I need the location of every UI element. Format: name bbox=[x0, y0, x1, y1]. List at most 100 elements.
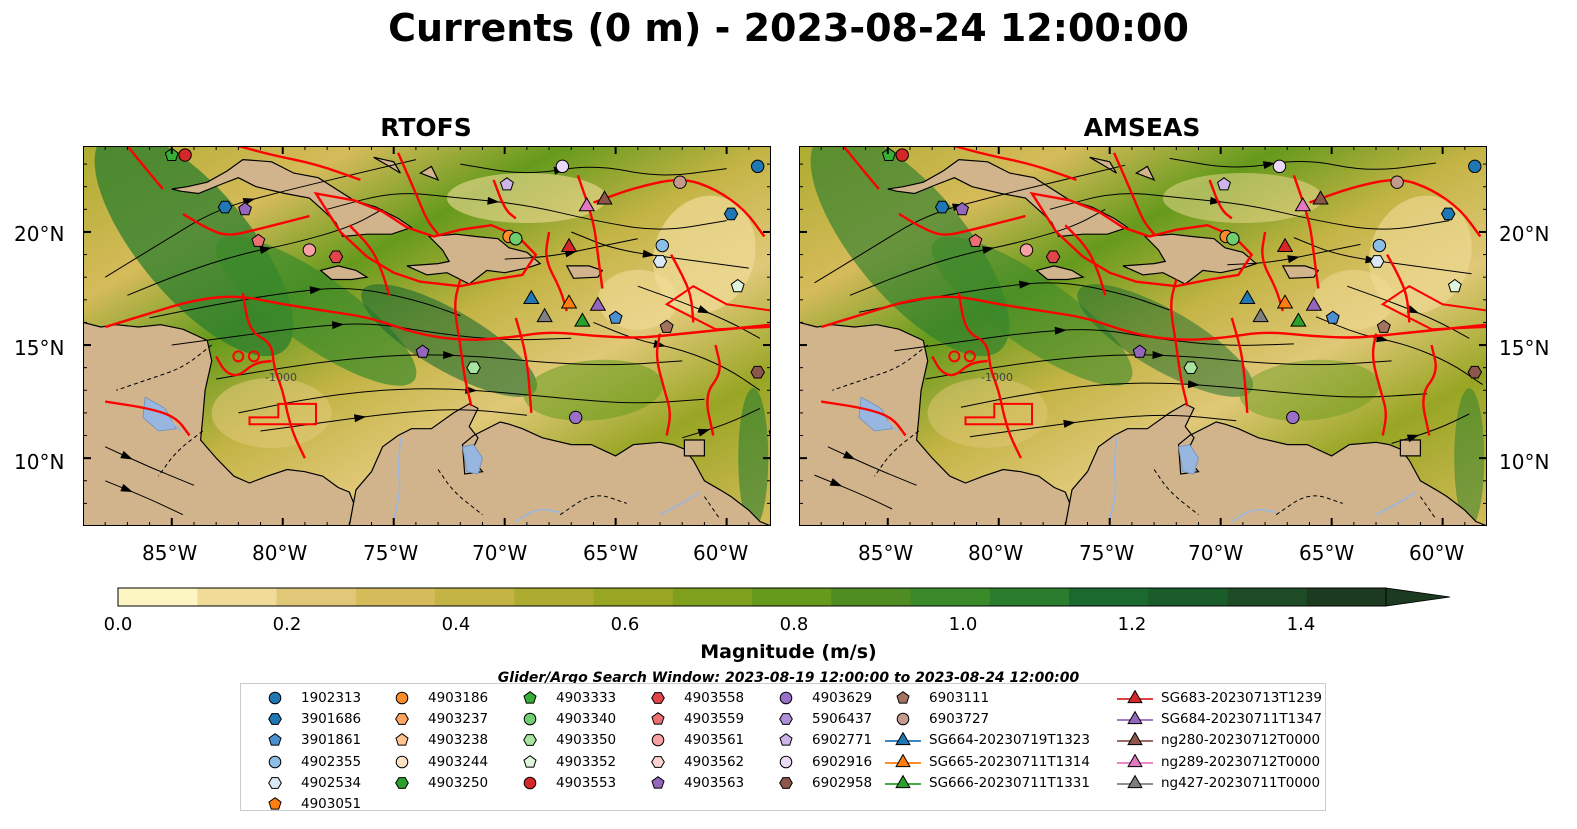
float-marker-3901861[interactable] bbox=[608, 310, 623, 324]
glider-marker-SG684-20230711T1347[interactable] bbox=[589, 296, 607, 311]
float-marker-4902355[interactable] bbox=[655, 238, 669, 253]
glider-marker-SG666-20230711T1331[interactable] bbox=[1290, 312, 1307, 327]
float-marker-6902958[interactable] bbox=[1467, 365, 1483, 379]
legend-glyph[interactable] bbox=[395, 776, 409, 789]
map-panel-rtofs[interactable]: -1000 bbox=[83, 146, 771, 526]
amseas-map[interactable]: -1000 bbox=[799, 146, 1487, 526]
legend-glyph[interactable] bbox=[268, 691, 282, 705]
legend-glyph[interactable] bbox=[268, 797, 282, 810]
float-marker-6902916[interactable] bbox=[1272, 159, 1287, 174]
legend-glyph[interactable] bbox=[268, 713, 282, 726]
legend-glyph[interactable] bbox=[651, 734, 665, 747]
map-panel-amseas[interactable]: -1000 bbox=[799, 146, 1487, 526]
legend-glyph[interactable] bbox=[395, 755, 409, 768]
float-marker-6903727[interactable] bbox=[1390, 175, 1404, 189]
rtofs-map[interactable]: -1000 bbox=[83, 146, 771, 526]
float-marker-3901686[interactable] bbox=[1440, 207, 1456, 221]
float-marker-4903558[interactable] bbox=[328, 250, 344, 264]
float-marker-4902534[interactable] bbox=[652, 255, 668, 268]
float-marker-3901686[interactable] bbox=[934, 200, 950, 214]
legend-glyph[interactable] bbox=[651, 712, 665, 725]
float-marker-3901686[interactable] bbox=[723, 207, 739, 221]
legend-glyph[interactable] bbox=[651, 692, 665, 704]
float-marker-4903629[interactable] bbox=[1286, 410, 1300, 425]
legend-glyph[interactable] bbox=[1127, 774, 1143, 788]
legend-glyph[interactable] bbox=[268, 776, 282, 789]
float-marker-4902534[interactable] bbox=[1369, 255, 1385, 268]
legend-glyph[interactable] bbox=[779, 691, 793, 705]
float-marker-6902771[interactable] bbox=[499, 177, 514, 191]
legend-glyph[interactable] bbox=[1127, 710, 1143, 725]
float-marker-6902958[interactable] bbox=[750, 365, 765, 379]
legend-glyph[interactable] bbox=[268, 733, 282, 746]
legend-glyph[interactable] bbox=[895, 774, 911, 788]
float-marker-4903563[interactable] bbox=[238, 201, 252, 216]
float-marker-4903629[interactable] bbox=[568, 410, 583, 425]
legend-glyph[interactable] bbox=[651, 775, 665, 789]
legend-glyph[interactable] bbox=[523, 776, 537, 790]
legend-glyph[interactable] bbox=[395, 713, 409, 726]
float-marker-4903340[interactable] bbox=[509, 232, 523, 246]
glider-marker-SG665-20230711T1314[interactable] bbox=[1276, 294, 1294, 309]
legend-glyph[interactable] bbox=[895, 753, 911, 767]
legend-glyph[interactable] bbox=[779, 713, 793, 726]
float-marker-4903563[interactable] bbox=[415, 344, 430, 358]
legend-glyph[interactable] bbox=[1127, 753, 1143, 767]
float-marker-4903333[interactable] bbox=[164, 147, 179, 161]
legend-glyph[interactable] bbox=[523, 734, 537, 747]
legend-glyph[interactable] bbox=[523, 754, 537, 768]
float-marker-4903352[interactable] bbox=[730, 278, 745, 293]
float-marker-6903727[interactable] bbox=[673, 175, 687, 189]
glider-marker-ng280-20230712T0000[interactable] bbox=[1312, 190, 1329, 205]
glider-marker-ng280-20230712T0000[interactable] bbox=[596, 190, 613, 205]
float-marker-4903561[interactable] bbox=[1019, 243, 1034, 257]
legend-glyph[interactable] bbox=[779, 755, 793, 768]
glider-marker-SG683-20230713T1239[interactable] bbox=[560, 237, 578, 252]
legend-glyph[interactable] bbox=[779, 733, 793, 746]
glider-marker-SG664-20230719T1323[interactable] bbox=[1239, 289, 1256, 304]
float-marker-4903350[interactable] bbox=[1183, 361, 1198, 374]
float-marker-4903333[interactable] bbox=[881, 147, 896, 161]
float-marker-3901861[interactable] bbox=[1325, 310, 1340, 324]
glider-marker-SG666-20230711T1331[interactable] bbox=[574, 312, 591, 327]
float-marker-4903558[interactable] bbox=[1045, 250, 1061, 264]
float-marker-4903561[interactable] bbox=[302, 243, 317, 257]
legend-glyph[interactable] bbox=[651, 755, 665, 768]
float-marker-4903553[interactable] bbox=[895, 148, 909, 162]
float-marker-1902313[interactable] bbox=[1468, 159, 1482, 174]
glider-marker-SG665-20230711T1314[interactable] bbox=[560, 294, 578, 309]
float-marker-4903553[interactable] bbox=[178, 148, 192, 162]
float-marker-3901686[interactable] bbox=[217, 200, 233, 214]
glider-marker-SG683-20230713T1239[interactable] bbox=[1276, 237, 1294, 252]
float-marker-6902771[interactable] bbox=[1217, 177, 1231, 191]
legend-glyph[interactable] bbox=[268, 755, 282, 768]
float-marker-6903111[interactable] bbox=[1376, 319, 1391, 333]
float-marker-4902355[interactable] bbox=[1372, 238, 1387, 253]
float-marker-6902916[interactable] bbox=[555, 159, 570, 174]
float-marker-1902313[interactable] bbox=[750, 159, 765, 174]
float-marker-4903340[interactable] bbox=[1226, 232, 1240, 246]
float-marker-6903111[interactable] bbox=[659, 319, 674, 333]
legend-glyph[interactable] bbox=[779, 776, 793, 789]
legend-glyph[interactable] bbox=[395, 733, 409, 746]
float-marker-4903563[interactable] bbox=[955, 201, 970, 216]
glider-marker-ng289-20230712T0000[interactable] bbox=[578, 197, 596, 212]
float-marker-4903352[interactable] bbox=[1447, 278, 1462, 293]
glider-marker-ng427-20230711T0000[interactable] bbox=[536, 307, 553, 323]
float-marker-4903350[interactable] bbox=[466, 361, 481, 374]
legend-glyph[interactable] bbox=[1127, 731, 1143, 746]
glider-marker-SG684-20230711T1347[interactable] bbox=[1305, 296, 1323, 311]
legend-glyph[interactable] bbox=[523, 691, 537, 704]
glider-marker-SG664-20230719T1323[interactable] bbox=[523, 289, 540, 304]
legend-glyph[interactable] bbox=[896, 691, 910, 704]
glider-marker-ng427-20230711T0000[interactable] bbox=[1252, 307, 1269, 323]
float-marker-4903559[interactable] bbox=[251, 233, 266, 247]
legend-glyph[interactable] bbox=[395, 691, 409, 705]
float-marker-4903559[interactable] bbox=[968, 233, 983, 247]
float-marker-4903563[interactable] bbox=[1132, 344, 1147, 358]
legend-glyph[interactable] bbox=[895, 731, 911, 746]
legend-glyph[interactable] bbox=[523, 712, 537, 726]
glider-marker-ng289-20230712T0000[interactable] bbox=[1294, 197, 1312, 212]
legend-glyph[interactable] bbox=[1127, 689, 1143, 704]
legend-glyph[interactable] bbox=[896, 712, 910, 726]
